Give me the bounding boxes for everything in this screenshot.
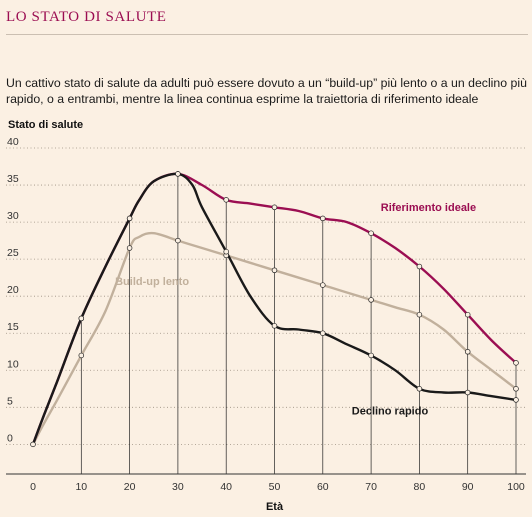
y-tick-label: 20 (7, 284, 19, 296)
y-axis-title: Stato di salute (8, 119, 83, 131)
x-tick-label: 20 (124, 481, 136, 493)
series-label-1: Build-up lento (115, 276, 189, 288)
x-tick-label: 100 (507, 481, 525, 493)
data-point (416, 263, 423, 270)
y-tick-label: 25 (7, 247, 19, 259)
data-point (320, 282, 326, 288)
data-point (513, 397, 519, 403)
x-tick-label: 30 (172, 481, 184, 493)
y-tick-label: 0 (7, 432, 13, 444)
data-point (126, 245, 133, 251)
data-point (464, 389, 471, 396)
y-tick-label: 40 (7, 136, 19, 148)
data-point (175, 237, 181, 244)
grid (6, 147, 526, 475)
data-point (126, 215, 133, 222)
x-tick-label: 90 (462, 481, 474, 493)
series-line-1 (31, 231, 518, 446)
series-label-0: Riferimento ideale (381, 202, 476, 214)
data-point (368, 297, 374, 303)
chart-subtitle: Un cattivo stato di salute da adulti può… (6, 76, 527, 106)
data-point (78, 315, 85, 322)
series-label-2: Declino rapido (352, 406, 429, 418)
y-tick-label: 35 (7, 173, 19, 185)
data-point (320, 215, 326, 222)
x-tick-label: 10 (75, 481, 87, 493)
data-point (416, 311, 423, 318)
x-tick-label: 0 (30, 481, 36, 493)
data-point (271, 267, 278, 274)
y-tick-label: 5 (7, 395, 13, 407)
data-point (368, 230, 374, 236)
data-point (78, 352, 85, 359)
x-tick-label: 80 (414, 481, 426, 493)
title-divider (6, 34, 528, 35)
y-tick-label: 10 (7, 358, 19, 370)
x-tick-label: 60 (317, 481, 329, 493)
chart-title: LO STATO DI SALUTE (6, 9, 167, 25)
data-point (464, 311, 471, 318)
y-tick-label: 15 (7, 321, 19, 333)
data-point (464, 349, 471, 355)
data-point (513, 386, 519, 392)
data-point (271, 204, 278, 211)
data-point (513, 360, 519, 366)
data-point (320, 330, 326, 336)
data-point (175, 171, 181, 177)
x-tick-label: 50 (269, 481, 281, 493)
data-point (368, 352, 374, 359)
x-tick-label: 40 (220, 481, 232, 493)
data-markers (30, 171, 519, 448)
data-point (271, 323, 278, 329)
data-point (223, 197, 229, 203)
y-tick-label: 30 (7, 210, 19, 222)
data-point (416, 386, 423, 392)
data-point (223, 248, 229, 255)
x-tick-label: 70 (365, 481, 377, 493)
x-axis-title: Età (266, 501, 284, 513)
data-point (30, 441, 36, 448)
